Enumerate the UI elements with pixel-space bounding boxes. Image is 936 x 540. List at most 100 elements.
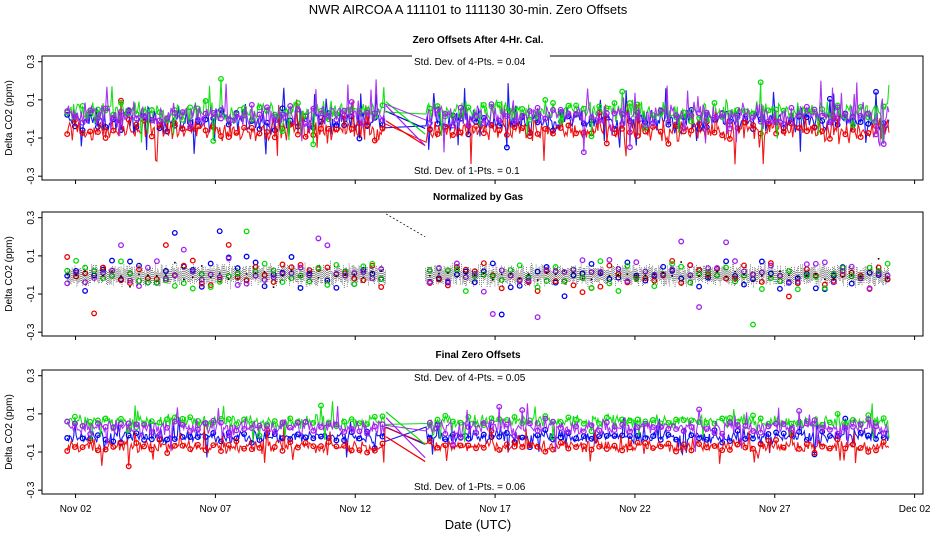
data-point	[557, 125, 564, 131]
panel-final-zero-offsets: Final Zero Offsets -0.3 -0.1 0.1 0.3 Delta …	[4, 350, 924, 499]
y-tick-label: 0.1	[26, 248, 37, 262]
data-point	[127, 258, 133, 265]
data-point	[171, 282, 178, 289]
data-point	[850, 122, 856, 129]
data-point	[348, 98, 355, 105]
x-tick-label: Nov 17	[479, 504, 511, 515]
plot-frame	[41, 369, 924, 495]
data-point	[294, 100, 301, 107]
data-point	[118, 440, 124, 447]
data-point	[71, 123, 78, 130]
data-point	[865, 114, 872, 121]
data-point	[750, 435, 756, 442]
data-point	[148, 446, 155, 453]
data-point	[324, 242, 331, 249]
data-point	[453, 260, 460, 267]
data-point	[565, 429, 572, 436]
data-point	[850, 423, 856, 430]
data-point	[765, 118, 772, 125]
data-point	[133, 121, 140, 128]
data-point	[341, 418, 348, 425]
data-point	[588, 446, 595, 453]
data-point	[379, 413, 386, 420]
series-line-gas-2	[66, 425, 890, 467]
data-point	[179, 415, 186, 422]
data-point	[542, 426, 549, 433]
data-point	[153, 258, 160, 265]
data-point	[503, 441, 510, 448]
data-point	[803, 114, 810, 121]
data-point	[91, 310, 98, 317]
data-point	[688, 447, 695, 454]
data-point	[371, 137, 378, 144]
data-point	[233, 129, 240, 136]
data-point	[752, 280, 754, 282]
data-point	[757, 429, 764, 436]
data-point	[580, 420, 587, 427]
data-point	[474, 274, 476, 276]
data-point	[127, 277, 133, 284]
data-point	[153, 279, 160, 286]
annotation-bg	[412, 371, 550, 384]
data-point	[873, 88, 879, 95]
data-point	[671, 275, 674, 277]
gap-bridge-line	[385, 120, 426, 147]
data-point	[750, 428, 756, 434]
data-point	[785, 268, 792, 274]
data-point	[287, 424, 294, 431]
data-point	[669, 260, 676, 267]
data-point	[678, 263, 685, 270]
data-point	[341, 437, 348, 444]
data-point	[473, 445, 480, 452]
data-point	[526, 442, 533, 449]
data-point	[634, 439, 641, 446]
data-point	[696, 406, 703, 413]
data-point	[179, 109, 186, 116]
data-point	[426, 435, 433, 442]
data-point	[256, 432, 263, 439]
data-point	[624, 278, 631, 285]
data-point	[488, 419, 495, 426]
data-point	[884, 260, 891, 267]
data-point	[333, 126, 340, 133]
data-point	[696, 110, 703, 117]
data-point	[254, 272, 257, 274]
data-point	[133, 430, 140, 437]
data-point	[315, 235, 322, 242]
data-point	[811, 417, 818, 424]
data-point	[750, 114, 756, 121]
data-point	[369, 275, 376, 282]
data-point	[353, 273, 356, 276]
data-point	[442, 110, 449, 117]
data-point	[565, 102, 572, 109]
data-point	[626, 273, 629, 275]
data-point	[688, 118, 695, 125]
data-point	[734, 427, 741, 434]
data-point	[290, 270, 293, 273]
data-point	[660, 263, 667, 270]
data-point	[757, 130, 764, 137]
data-point	[796, 112, 803, 119]
data-point	[110, 127, 117, 134]
data-point	[603, 110, 610, 117]
y-tick-label: 0.3	[26, 368, 37, 382]
data-point	[148, 418, 155, 425]
data-point	[642, 125, 649, 132]
data-point	[826, 432, 833, 439]
data-point	[94, 115, 101, 122]
data-point	[153, 276, 160, 283]
data-point	[82, 287, 89, 294]
data-point	[194, 105, 201, 112]
data-point	[723, 239, 730, 246]
data-point	[210, 430, 217, 436]
data-point	[318, 402, 324, 409]
data-point	[573, 435, 580, 442]
data-point	[842, 415, 849, 422]
data-point	[243, 280, 250, 287]
data-point	[536, 279, 539, 281]
data-point	[773, 106, 780, 113]
data-point	[719, 439, 726, 446]
data-point	[489, 260, 496, 267]
data-point	[565, 414, 572, 421]
data-point	[826, 426, 833, 433]
